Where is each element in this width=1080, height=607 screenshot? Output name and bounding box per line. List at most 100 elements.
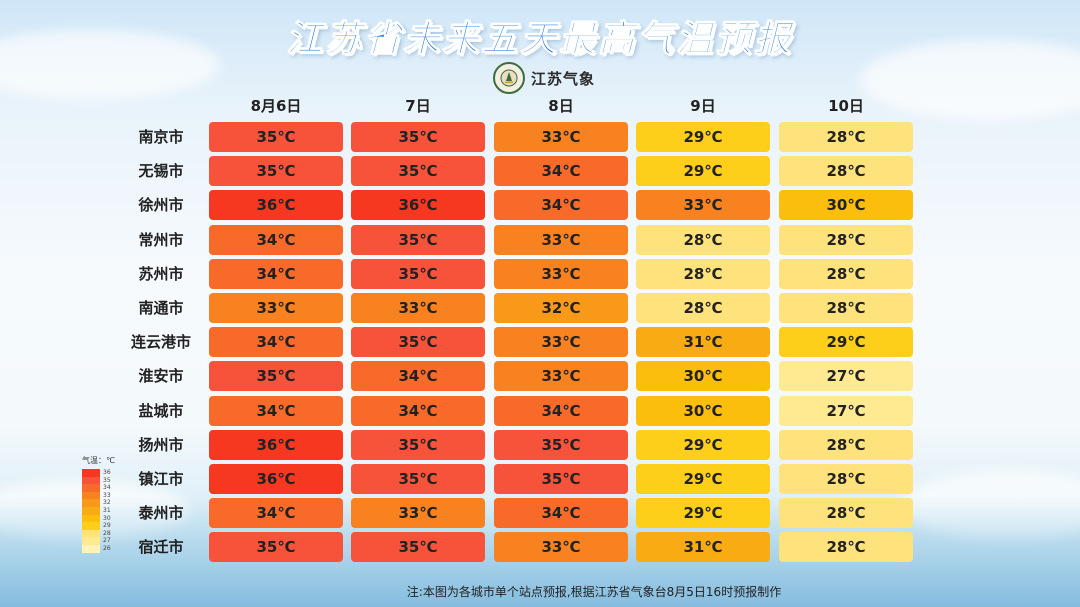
temperature-cell: 34℃ — [351, 361, 485, 392]
day-header: 8日 — [548, 97, 574, 115]
temperature-cell: 32℃ — [494, 293, 628, 323]
temperature-cell: 27℃ — [779, 395, 913, 426]
legend-label: 36 — [103, 469, 111, 476]
temperature-cell: 30℃ — [636, 361, 770, 392]
temperature-cell: 33℃ — [636, 190, 770, 221]
cloud-decoration — [0, 30, 220, 100]
temperature-cell: 34℃ — [351, 395, 485, 426]
day-header: 8月6日 — [250, 97, 302, 115]
legend-level: 36 — [82, 469, 115, 477]
legend-swatch — [82, 529, 100, 538]
temperature-cell: 35℃ — [351, 224, 485, 255]
day-header: 10日 — [828, 97, 864, 115]
temperature-cell: 34℃ — [209, 498, 343, 529]
temperature-cell: 36℃ — [209, 429, 343, 460]
temperature-cell: 28℃ — [636, 258, 770, 289]
legend-label: 34 — [103, 484, 111, 492]
temperature-cell: 36℃ — [209, 464, 343, 494]
legend-level: 33 — [82, 491, 115, 500]
temperature-cell: 34℃ — [209, 327, 343, 358]
temperature-cell: 35℃ — [209, 532, 343, 563]
legend-swatch — [82, 537, 100, 545]
legend-label: 29 — [103, 522, 111, 530]
legend-level: 28 — [82, 529, 115, 538]
logo: 江苏气象 — [493, 62, 595, 94]
legend-label: 27 — [103, 537, 111, 545]
temperature-cell: 27℃ — [779, 361, 913, 392]
city-label: 淮安市 — [138, 367, 184, 386]
legend-label: 28 — [103, 529, 111, 537]
temperature-cell: 28℃ — [779, 293, 913, 323]
legend-level: 30 — [82, 514, 115, 523]
temperature-cell: 35℃ — [351, 327, 485, 358]
temperature-cell: 34℃ — [209, 395, 343, 426]
city-label: 南京市 — [138, 128, 184, 146]
temperature-cell: 34℃ — [494, 498, 628, 529]
logo-text: 江苏气象 — [531, 69, 596, 88]
footnote: 注:本图为各城市单个站点预报,根据江苏省气象台8月5日16时预报制作 — [406, 585, 782, 599]
legend-label: 31 — [103, 506, 111, 514]
temperature-cell: 36℃ — [209, 190, 343, 221]
temperature-cell: 34℃ — [209, 224, 343, 255]
city-label: 宿迁市 — [138, 538, 184, 557]
legend-swatch — [82, 544, 100, 553]
temperature-cell: 31℃ — [636, 327, 770, 358]
legend-swatch — [82, 484, 100, 492]
city-label: 盐城市 — [138, 401, 184, 420]
temperature-cell: 29℃ — [636, 156, 770, 187]
temperature-cell: 33℃ — [494, 122, 628, 152]
city-label: 苏州市 — [138, 264, 184, 283]
temperature-cell: 34℃ — [494, 395, 628, 426]
temperature-cell: 28℃ — [779, 498, 913, 529]
temperature-cell: 34℃ — [494, 190, 628, 221]
temperature-cell: 35℃ — [351, 122, 485, 152]
legend-label: 30 — [103, 514, 111, 522]
temperature-cell: 28℃ — [779, 532, 913, 563]
temperature-cell: 28℃ — [636, 293, 770, 323]
legend-title: 气温：℃ — [82, 456, 115, 465]
day-header: 7日 — [405, 97, 431, 115]
temperature-cell: 35℃ — [351, 532, 485, 563]
legend-swatch — [82, 506, 100, 515]
temperature-cell: 33℃ — [209, 293, 343, 323]
legend-label: 35 — [103, 476, 111, 484]
temperature-cell: 31℃ — [636, 532, 770, 563]
temperature-cell: 33℃ — [351, 293, 485, 323]
city-label: 泰州市 — [138, 504, 184, 523]
temperature-cell: 28℃ — [636, 224, 770, 255]
temperature-cell: 35℃ — [351, 464, 485, 494]
temperature-cell: 28℃ — [779, 464, 913, 494]
legend-label: 32 — [103, 499, 111, 507]
legend-swatch — [82, 476, 100, 485]
legend-label: 33 — [103, 491, 111, 499]
temperature-legend: 气温：℃ 36 35 34 33 32 31 30 29 28 27 26 — [82, 455, 115, 553]
city-label: 常州市 — [138, 230, 184, 249]
legend-swatch — [82, 491, 100, 500]
temperature-cell: 28℃ — [779, 122, 913, 152]
temperature-cell: 35℃ — [494, 464, 628, 494]
temperature-cell: 33℃ — [494, 532, 628, 563]
temperature-cell: 34℃ — [494, 156, 628, 187]
temperature-cell: 28℃ — [779, 258, 913, 289]
page-title: 江苏省未来五天最高气温预报 — [286, 19, 794, 61]
legend-level: 35 — [82, 476, 115, 485]
temperature-cell: 35℃ — [351, 258, 485, 289]
city-label: 无锡市 — [138, 162, 184, 181]
day-header: 9日 — [690, 97, 716, 115]
temperature-cell: 35℃ — [351, 429, 485, 460]
city-label: 扬州市 — [138, 435, 184, 454]
temperature-cell: 33℃ — [494, 361, 628, 392]
legend-level: 32 — [82, 499, 115, 507]
legend-level: 31 — [82, 506, 115, 515]
temperature-cell: 29℃ — [636, 429, 770, 460]
legend-level: 26 — [82, 544, 115, 553]
weather-emblem-icon — [493, 62, 525, 94]
cloud-decoration — [860, 40, 1080, 120]
legend-level: 34 — [82, 484, 115, 492]
legend-level: 27 — [82, 537, 115, 545]
city-label: 连云港市 — [130, 333, 191, 352]
temperature-cell: 33℃ — [494, 327, 628, 358]
temperature-cell: 36℃ — [351, 190, 485, 221]
legend-swatch — [82, 522, 100, 530]
temperature-cell: 29℃ — [779, 327, 913, 358]
